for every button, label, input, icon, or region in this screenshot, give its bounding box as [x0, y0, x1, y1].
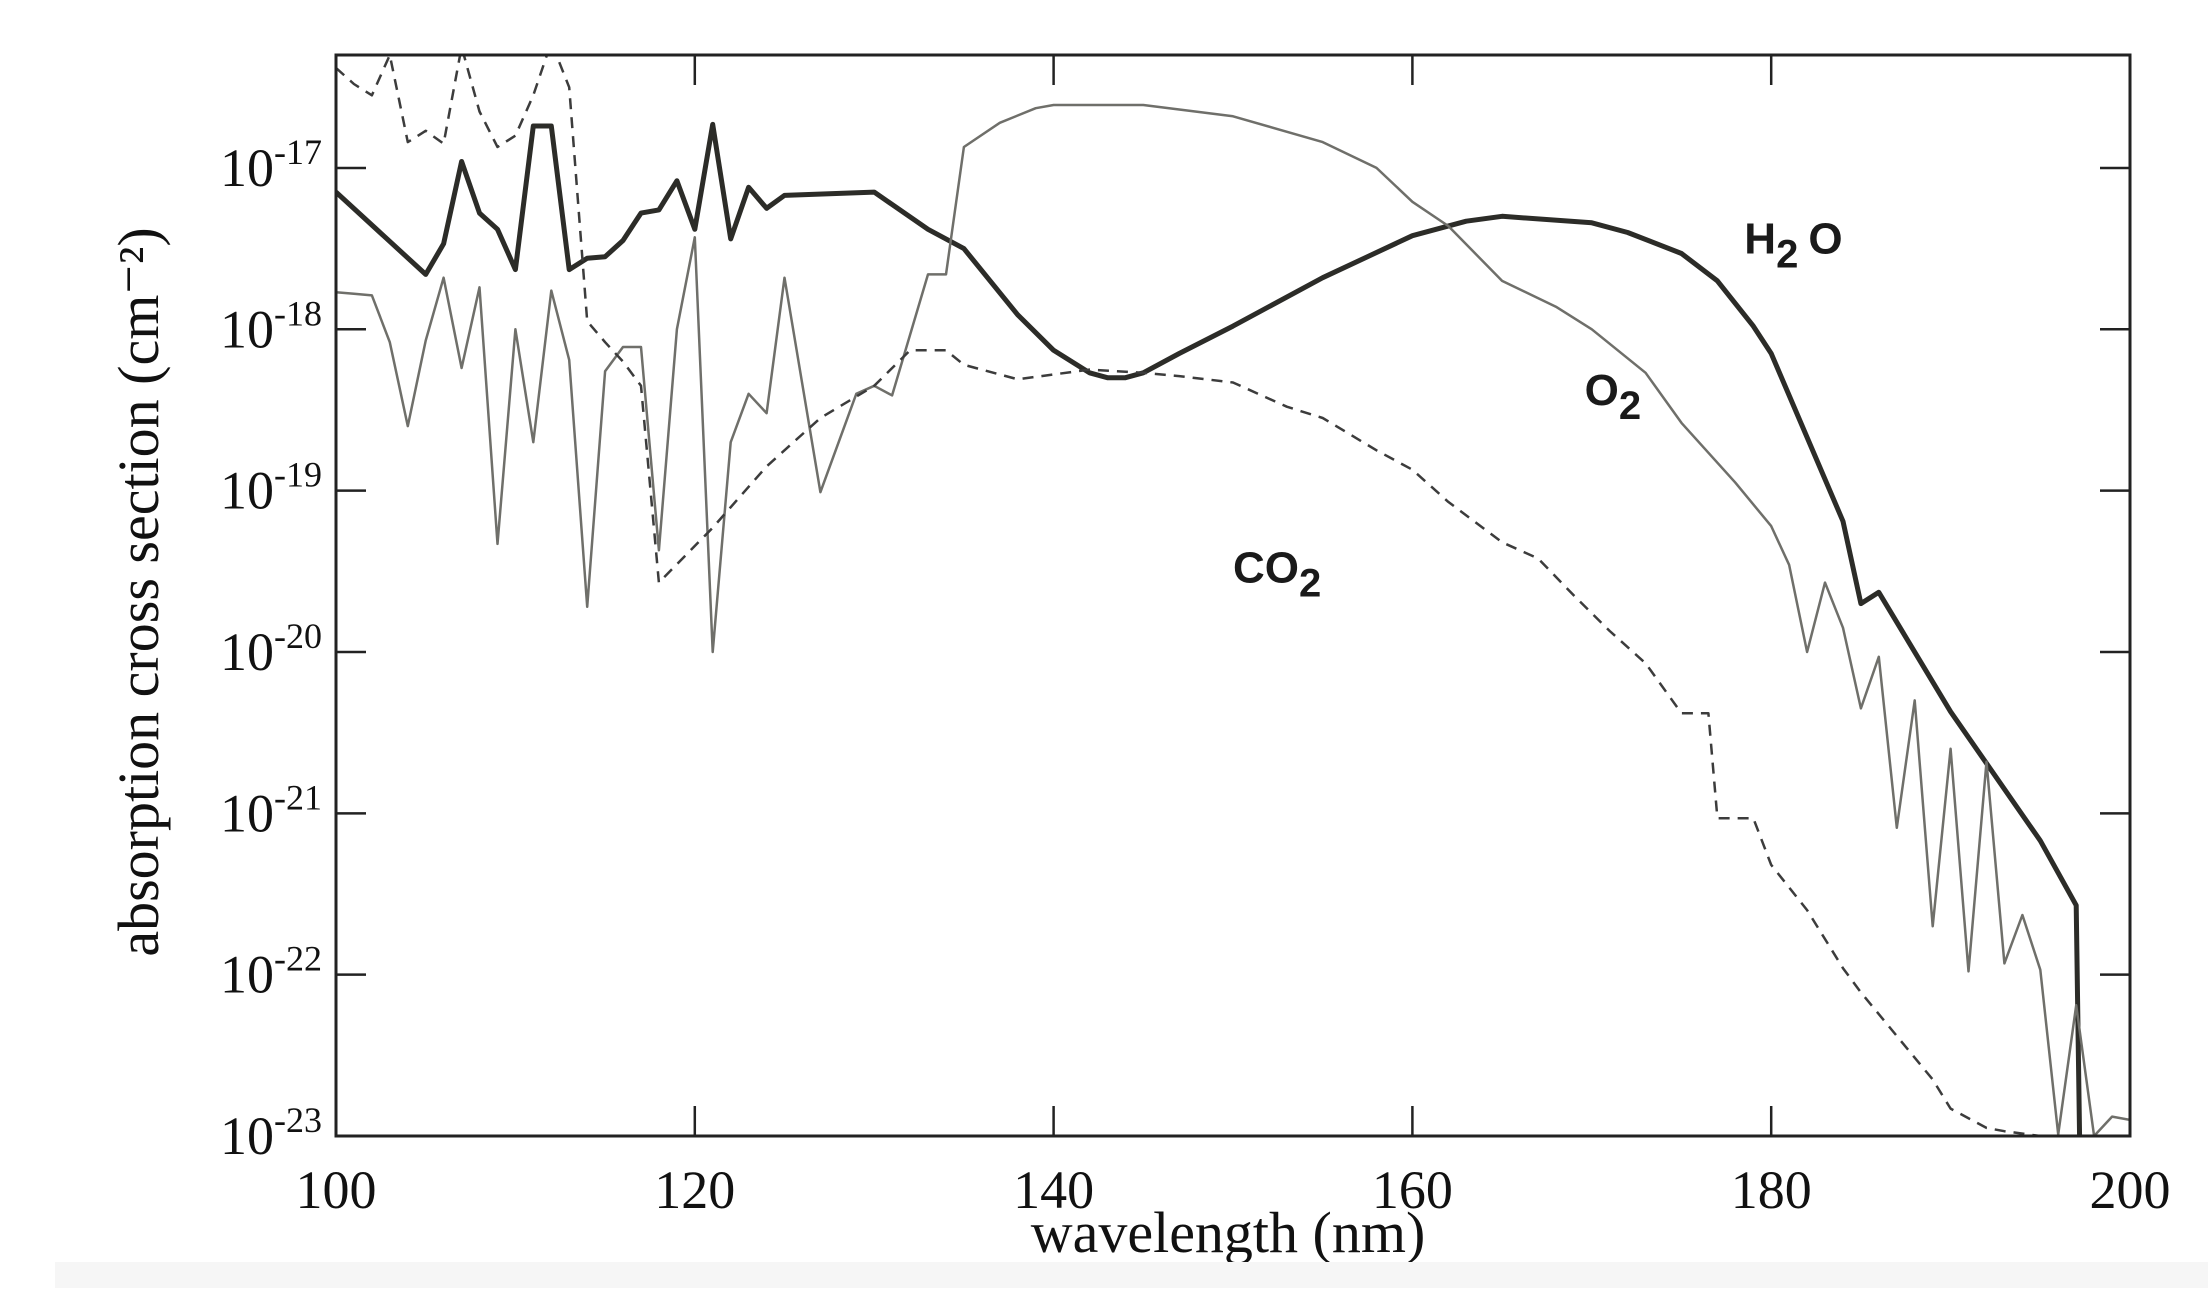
y-tick-label: 10-19: [220, 455, 322, 521]
x-tick-label: 140: [1013, 1160, 1094, 1220]
y-tick-label: 10-17: [220, 132, 322, 198]
y-tick-label: 10-23: [220, 1100, 322, 1166]
x-tick-label: 180: [1731, 1160, 1812, 1220]
y-tick-label: 10-20: [220, 616, 322, 682]
bottom-band: [55, 1262, 2208, 1288]
x-tick-label: 160: [1372, 1160, 1453, 1220]
series-label-o2: O2: [1585, 366, 1641, 428]
series-label-co2: CO2: [1233, 544, 1321, 606]
y-tick-label: 10-18: [220, 293, 322, 359]
x-tick-label: 100: [296, 1160, 377, 1220]
x-axis-label: wavelength (nm): [1031, 1200, 1426, 1265]
axes: 100 120 140 160 180 200 10-23 10-22 10-21 10-20 10…: [220, 53, 2171, 1220]
x-tick-label: 120: [654, 1160, 735, 1220]
series-line-co2: [336, 55, 2041, 1136]
y-axis-label: absorption cross section (cm⁻²): [106, 227, 171, 956]
series-line-o2: [336, 103, 2130, 1136]
y-tick-label: 10-21: [220, 777, 322, 843]
y-tick-label: 10-22: [220, 939, 322, 1005]
plot-frame: [334, 53, 2132, 1138]
x-tick-label: 200: [2090, 1160, 2171, 1220]
series-line-h2o: [336, 121, 2083, 1136]
series-label-h2o: H2 O: [1744, 214, 1842, 276]
series-layer: [336, 55, 2130, 1136]
